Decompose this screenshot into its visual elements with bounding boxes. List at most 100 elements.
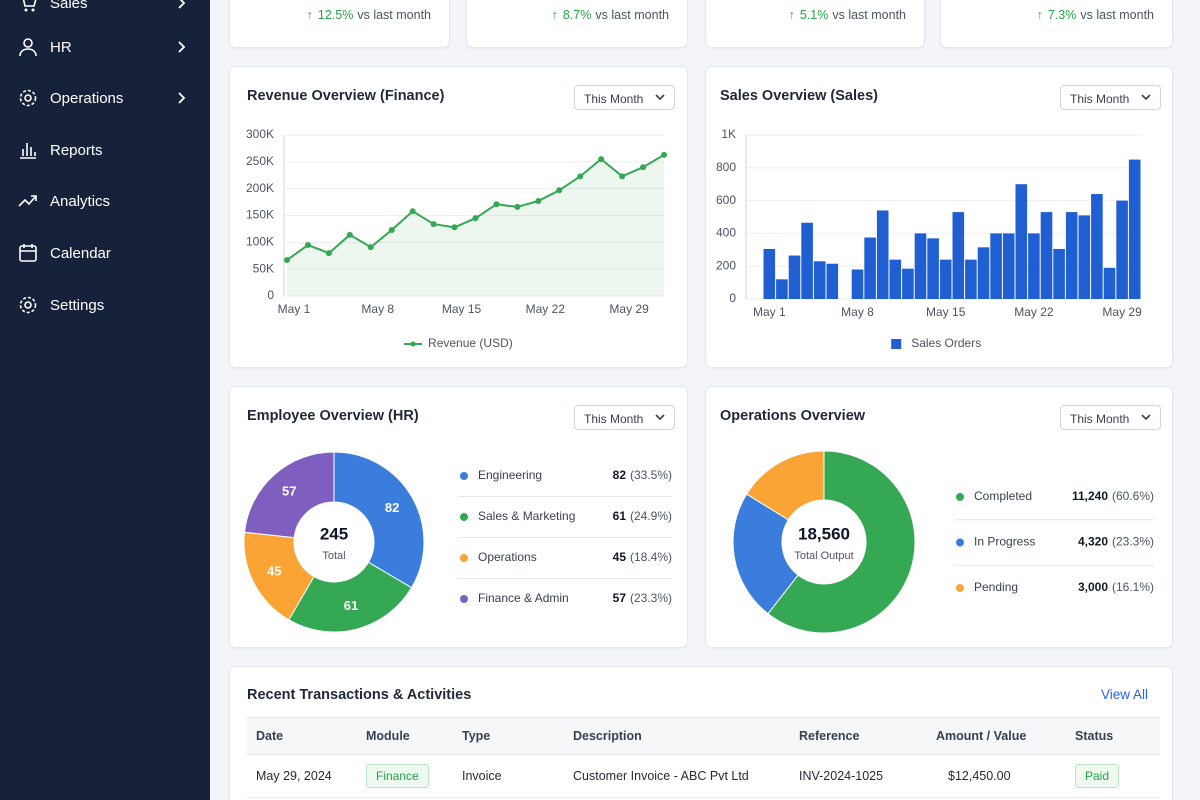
bar (990, 233, 1002, 299)
legend-label: Engineering (478, 468, 542, 482)
legend-dot (460, 513, 468, 521)
point (472, 215, 479, 222)
point (493, 201, 500, 208)
point (346, 231, 353, 238)
center-label: Total Output (794, 550, 853, 562)
slice (732, 493, 799, 615)
icon (22, 0, 37, 12)
y-tick-label: 600 (716, 193, 736, 207)
dropdown[interactable]: This Month (1060, 85, 1161, 110)
bar (1103, 267, 1116, 299)
legend-share: (24.9%) (630, 509, 672, 523)
y-tick-label: 50K (253, 261, 274, 275)
nav-label: Settings (50, 297, 105, 314)
legend-dot (460, 554, 468, 562)
slice (288, 561, 413, 633)
table-card: Recent Transactions & Activities View Al… (229, 666, 1173, 800)
table-cell: Customer Invoice - ABC Pvt Ltd (564, 754, 790, 798)
legend-value: 3,000 (1078, 580, 1108, 594)
legend-label: Finance & Admin (478, 591, 569, 605)
chart-title: Operations Overview (720, 408, 866, 424)
nav-item[interactable]: HR (0, 32, 210, 62)
chart-card: 0 200 400 600 800 1K May 1 May 8 May 15 May 22 May… (705, 66, 1173, 368)
point (284, 257, 290, 264)
column-header: Type (453, 717, 564, 755)
legend-value: 82 (613, 468, 627, 482)
legend-share: (18.4%) (630, 550, 672, 564)
y-tick-label: 800 (716, 160, 736, 174)
nav-label: Calendar (50, 245, 111, 262)
icon (19, 38, 37, 57)
kpi-change: 5.1% (799, 8, 829, 22)
chevron (1141, 94, 1151, 101)
legend-value: 61 (613, 509, 627, 523)
legend-value: 11,240 (1072, 489, 1108, 503)
bar (763, 248, 776, 299)
bar (788, 255, 801, 299)
nav-item[interactable]: Operations (0, 83, 210, 113)
kpi-note: vs last month (1080, 8, 1154, 22)
nav-item[interactable]: Analytics (0, 186, 210, 216)
chevron (178, 92, 186, 104)
icon (19, 296, 37, 314)
nav-item[interactable]: Reports (0, 135, 210, 165)
nav-item[interactable]: Calendar (0, 238, 210, 268)
chart: 0 50K 100K 150K 200K 250K 300K May 1 May 8 May 15… (246, 127, 667, 350)
dropdown[interactable]: This Month (1060, 405, 1161, 430)
y-tick-label: 1K (721, 127, 736, 141)
point (409, 208, 416, 215)
table-cell: $12,450.00 (927, 754, 1066, 798)
nav-label: Reports (50, 142, 103, 159)
legend-share: (60.6%) (1112, 489, 1154, 503)
legend-label: Pending (974, 580, 1018, 594)
slice (767, 450, 916, 634)
dropdown-label: This Month (1070, 412, 1130, 426)
nav-item[interactable]: Sales (0, 0, 210, 18)
slice (745, 450, 825, 521)
y-tick-label: 300K (246, 127, 274, 141)
legend-label: In Progress (974, 535, 1035, 549)
badge: Finance (366, 764, 429, 788)
bar (1065, 212, 1078, 299)
bar (864, 237, 876, 299)
center-label: Total (322, 550, 345, 562)
dropdown[interactable]: This Month (574, 85, 675, 110)
chart-title: Revenue Overview (Finance) (247, 88, 445, 104)
point (640, 164, 647, 171)
y-tick-label: 400 (716, 226, 736, 240)
slice (333, 451, 425, 589)
legend-dot (956, 584, 964, 592)
sidebar: Sales HR Operations Reports Analytics Ca… (0, 0, 210, 800)
link[interactable]: View All (1100, 687, 1148, 702)
legend-label: Operations (478, 550, 537, 564)
legend-label: Sales Orders (911, 336, 981, 350)
chart-card: 82 61 45 57 245 Total Engineering 82 (33.5%) Sale… (229, 386, 688, 648)
y-tick-label: 150K (246, 208, 274, 222)
column-header: Reference (790, 717, 927, 755)
kpi-card: ↑ 8.7% vs last month (466, 0, 688, 48)
nav-item[interactable]: Settings (0, 290, 210, 320)
chart: 0 200 400 600 800 1K May 1 May 8 May 15 May 22 May… (716, 127, 1142, 350)
kpi-card: ↑ 5.1% vs last month (705, 0, 925, 48)
center-value: 245 (320, 524, 348, 543)
chart-card: 0 50K 100K 150K 200K 250K 300K May 1 May 8 May 15… (229, 66, 688, 368)
x-tick-label: May 8 (361, 302, 394, 316)
y-tick-label: 200 (716, 258, 736, 272)
dropdown[interactable]: This Month (574, 405, 675, 430)
icon (18, 195, 37, 207)
point (577, 173, 584, 180)
table: Date Module Type Description Reference Amount… (247, 717, 1160, 798)
bar (952, 212, 965, 299)
bar (1128, 159, 1141, 299)
table-row: May 29, 2024 Finance Invoice Customer Invoi… (247, 754, 1160, 798)
slice (243, 451, 335, 539)
point (367, 244, 374, 251)
legend-dot (956, 538, 964, 547)
chart-title: Employee Overview (HR) (247, 408, 419, 424)
legend-value: 45 (613, 550, 627, 564)
y-tick-label: 100K (246, 235, 274, 249)
x-tick-label: May 22 (1014, 305, 1054, 319)
badge: Paid (1075, 764, 1120, 788)
legend-share: (23.3%) (1112, 535, 1154, 549)
slice-label: 57 (282, 484, 296, 499)
